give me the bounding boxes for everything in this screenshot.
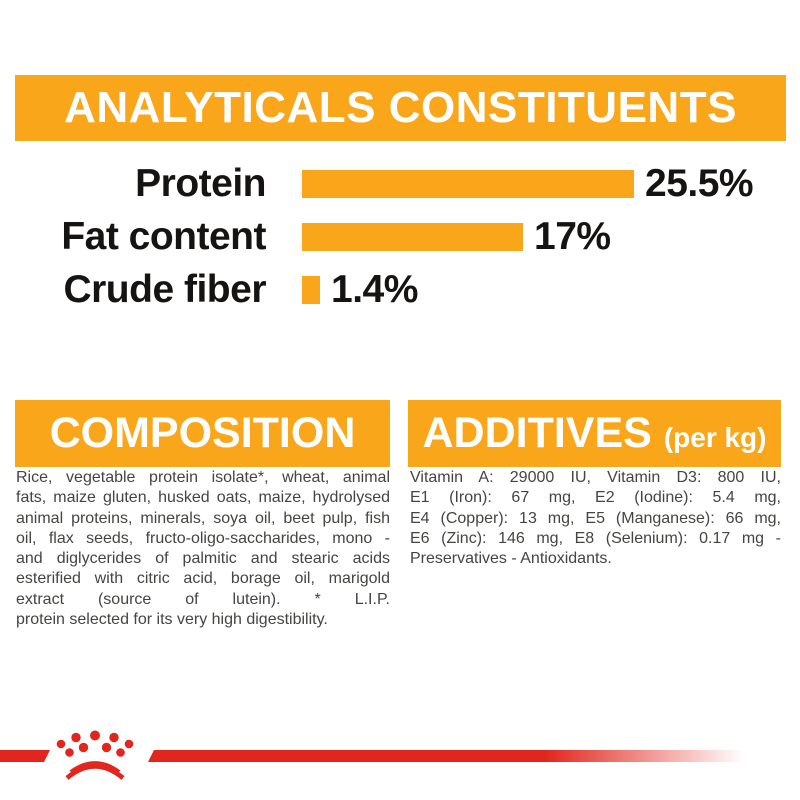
text-line: and diglycerides of palmitic and stearic… [16, 550, 390, 568]
composition-header: COMPOSITION [15, 400, 390, 467]
analyticals-banner: ANALYTICALS CONSTITUENTS [15, 75, 786, 141]
text-line: E4 (Copper): 13 mg, E5 (Manganese): 66 m… [410, 509, 781, 527]
footer-rule-right [148, 750, 750, 762]
text-line: E1 (Iron): 67 mg, E2 (Iodine): 5.4 mg, [410, 489, 781, 507]
chart-value-label: 1.4% [331, 268, 418, 311]
text-line: oil, flax seeds, fructo-oligo-saccharide… [16, 529, 390, 547]
additives-text: Vitamin A: 29000 IU, Vitamin D3: 800 IU,… [410, 468, 781, 569]
chart-bar [302, 169, 634, 198]
chart-value-label: 25.5% [645, 162, 754, 205]
text-line: esterified with citric acid, borage oil,… [16, 570, 390, 588]
additives-unit-label: (per kg) [663, 422, 767, 453]
text-line: E6 (Zinc): 146 mg, E8 (Selenium): 0.17 m… [410, 529, 781, 547]
footer-rule-left [0, 750, 50, 762]
text-line: extract (source of lutein). * L.I.P. [16, 590, 390, 608]
additives-title: ADDITIVES (per kg) [422, 412, 766, 455]
composition-text: Rice, vegetable protein isolate*, wheat,… [16, 468, 390, 630]
text-line: animal proteins, minerals, soya oil, bee… [16, 509, 390, 527]
chart-value-label: 17% [534, 215, 611, 258]
chart-row: Fat content 17% [0, 210, 800, 263]
composition-title: COMPOSITION [49, 409, 356, 457]
text-line: Preservatives - Antioxidants. [410, 550, 612, 568]
text-line: Rice, vegetable protein isolate*, wheat,… [16, 469, 390, 486]
chart-category-label: Fat content [61, 215, 266, 258]
analytical-constituents-bar-chart: Protein 25.5% Fat content 17% Crude fiber 1.4… [0, 157, 800, 316]
chart-bar [302, 222, 523, 251]
text-line: fats, maize gluten, husked oats, maize, … [16, 489, 390, 507]
analyticals-banner-title: ANALYTICALS CONSTITUENTS [64, 83, 737, 132]
chart-category-label: Crude fiber [63, 268, 266, 311]
additives-title-text: ADDITIVES [422, 409, 652, 457]
chart-row: Protein 25.5% [0, 157, 800, 210]
royal-canin-crown-logo [56, 730, 134, 780]
text-line: Vitamin A: 29000 IU, Vitamin D3: 800 IU, [410, 469, 781, 486]
additives-header: ADDITIVES (per kg) [408, 400, 781, 467]
text-line: protein selected for its very high diges… [16, 611, 328, 629]
chart-bar [302, 275, 320, 304]
chart-category-label: Protein [135, 162, 266, 205]
chart-row: Crude fiber 1.4% [0, 263, 800, 316]
